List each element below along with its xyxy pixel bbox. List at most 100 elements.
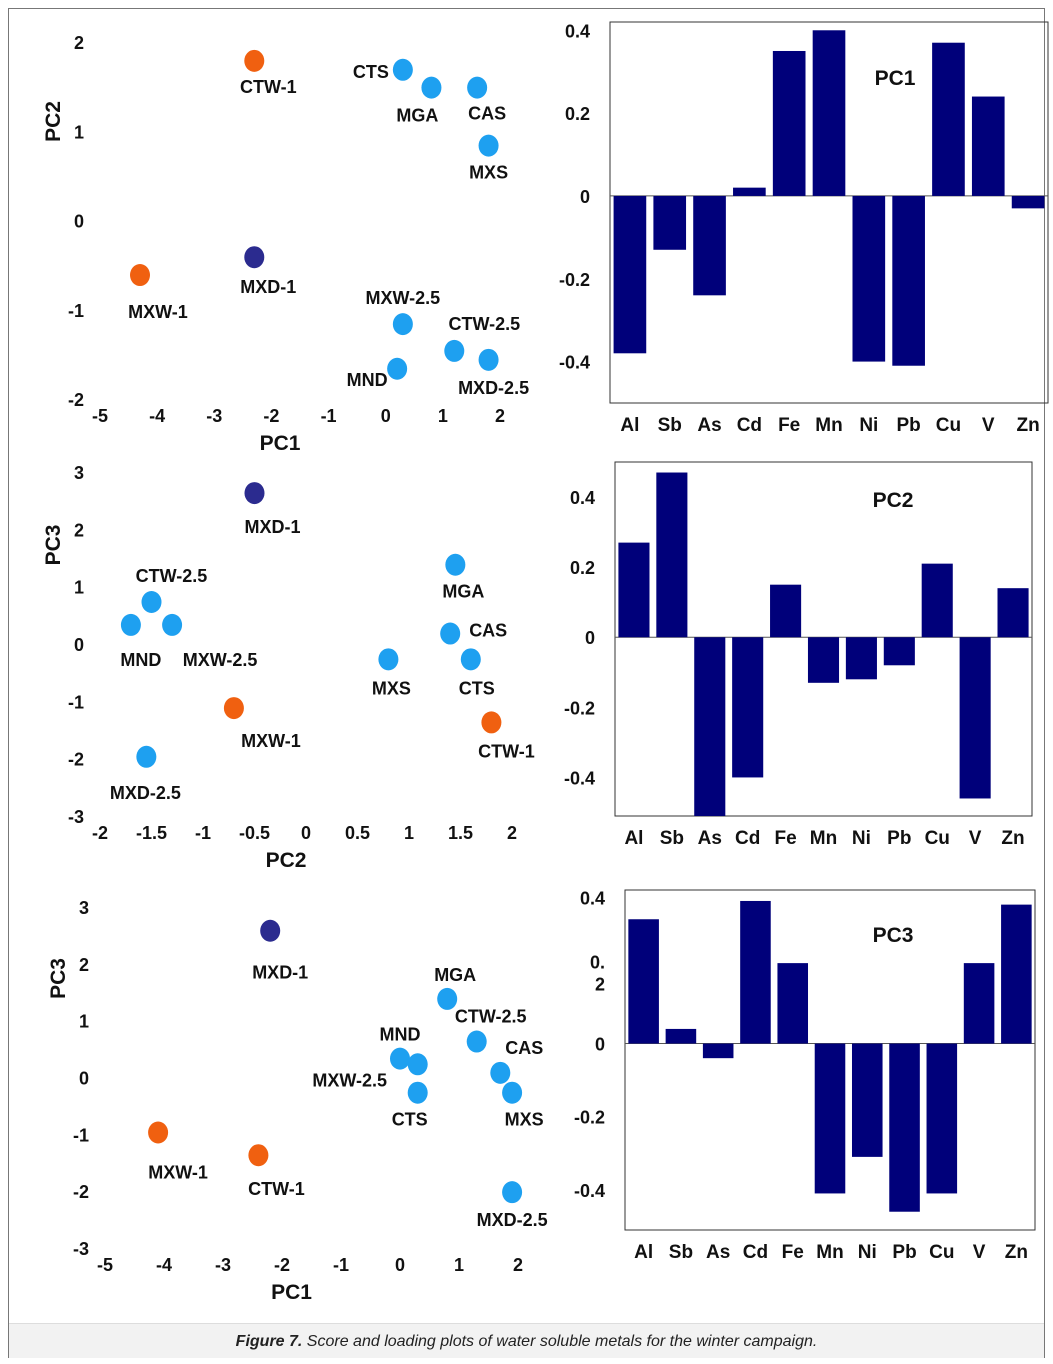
score-point bbox=[478, 348, 499, 371]
score-point bbox=[460, 648, 481, 671]
y-tick-label: 2 bbox=[74, 33, 84, 53]
loading-bar bbox=[628, 919, 659, 1044]
plot-title: PC3 bbox=[873, 924, 914, 947]
loading-bar bbox=[694, 637, 726, 816]
x-tick-label: 2 bbox=[495, 406, 505, 426]
x-tick-label: Sb bbox=[660, 828, 684, 849]
point-label: CTS bbox=[459, 678, 495, 698]
y-tick-label: -3 bbox=[73, 1239, 89, 1259]
y-tick-label: 0.2 bbox=[565, 104, 590, 124]
x-tick-label: Pb bbox=[887, 828, 911, 849]
point-label: MND bbox=[347, 370, 388, 390]
score-plot-2: -2 -1.5 -1 -0.5 0 0.5 1 1.5 2 -3 -2 -1 0 1 2 3 PC2 PC3 MXD… bbox=[42, 463, 535, 872]
score-point bbox=[387, 357, 408, 380]
point-label: MXD-1 bbox=[244, 517, 300, 537]
score-point bbox=[141, 591, 162, 613]
score-point bbox=[466, 1030, 487, 1053]
loading-bar bbox=[889, 1043, 920, 1212]
loading-bar bbox=[665, 1028, 697, 1044]
x-tick-label: Ni bbox=[852, 828, 871, 849]
y-tick-label: 0 bbox=[585, 628, 595, 648]
score-point bbox=[440, 622, 461, 645]
y-tick-label: -1 bbox=[68, 301, 84, 321]
x-tick-label: Pb bbox=[896, 415, 920, 436]
plot-frame bbox=[609, 21, 1049, 404]
x-axis-label: PC1 bbox=[260, 432, 301, 455]
point-label: CTW-2.5 bbox=[455, 1007, 527, 1027]
x-tick-label: As bbox=[698, 828, 722, 849]
y-tick-label: -0.2 bbox=[564, 698, 595, 718]
loading-bar bbox=[1001, 904, 1032, 1044]
point-label: MXW-2.5 bbox=[312, 1070, 387, 1090]
loading-bar bbox=[653, 195, 687, 250]
y-tick-label: 3 bbox=[79, 898, 89, 918]
x-tick-label: -0.5 bbox=[239, 823, 270, 843]
x-tick-label: Zn bbox=[1001, 828, 1024, 849]
score-point bbox=[445, 553, 466, 576]
loading-bar bbox=[997, 588, 1029, 638]
y-tick-label: -0.2 bbox=[559, 270, 590, 290]
point-label: MGA bbox=[396, 106, 438, 126]
y-tick-label: 1 bbox=[79, 1012, 89, 1032]
x-tick-label: V bbox=[969, 828, 982, 849]
x-tick-label: Al bbox=[634, 1242, 653, 1263]
y-tick-label: -0.4 bbox=[559, 353, 590, 373]
x-tick-label: Cu bbox=[936, 415, 961, 436]
x-axis-label: PC1 bbox=[271, 1281, 312, 1304]
x-tick-label: -3 bbox=[206, 406, 222, 426]
x-tick-label: V bbox=[973, 1242, 986, 1263]
x-tick-label: Al bbox=[620, 415, 639, 436]
x-tick-label: Mn bbox=[810, 828, 837, 849]
y-tick-label: -1 bbox=[68, 692, 84, 712]
x-tick-label: Ni bbox=[859, 415, 878, 436]
y-tick-label: -1 bbox=[73, 1125, 89, 1145]
point-label: MXD-1 bbox=[240, 277, 296, 297]
plot-frame bbox=[624, 889, 1036, 1231]
loading-bar bbox=[777, 963, 809, 1044]
x-tick-label: Cd bbox=[735, 828, 760, 849]
score-point bbox=[392, 58, 413, 81]
x-tick-label: -2 bbox=[92, 823, 108, 843]
x-tick-label: As bbox=[697, 415, 721, 436]
loading-bar bbox=[959, 637, 991, 799]
point-label: CAS bbox=[505, 1038, 543, 1058]
point-label: MND bbox=[120, 650, 161, 670]
score-point bbox=[244, 246, 265, 269]
y-axis-label: PC3 bbox=[42, 525, 65, 566]
x-tick-label: Zn bbox=[1005, 1242, 1028, 1263]
point-label: MXS bbox=[505, 1110, 544, 1130]
score-point bbox=[421, 76, 442, 99]
loading-bar bbox=[733, 187, 766, 196]
x-tick-label: Cu bbox=[929, 1242, 954, 1263]
loading-plot-3: 0.4 0.2 0 -0.2 -0.4 Al Sb As Cd Fe Mn Ni Pb Cu V Zn PC3 bbox=[574, 888, 1036, 1263]
y-tick-label: 0.2 bbox=[570, 558, 595, 578]
loading-bar bbox=[770, 584, 802, 638]
x-tick-label: 0 bbox=[301, 823, 311, 843]
score-point bbox=[392, 313, 413, 336]
score-point bbox=[130, 264, 150, 287]
score-point bbox=[390, 1047, 410, 1070]
x-tick-label: 0 bbox=[381, 406, 391, 426]
x-tick-label: 1 bbox=[438, 406, 448, 426]
caption-label: Figure 7. bbox=[235, 1333, 303, 1350]
y-tick-label: 0 bbox=[580, 187, 590, 207]
point-label: CTW-2.5 bbox=[448, 314, 520, 334]
x-tick-label: Cd bbox=[743, 1242, 768, 1263]
y-tick-label: 0 bbox=[74, 212, 84, 232]
point-label: MXW-2.5 bbox=[183, 650, 258, 670]
y-tick-label: 1 bbox=[74, 578, 84, 598]
loading-bar bbox=[618, 542, 650, 638]
point-label: MXD-2.5 bbox=[110, 783, 181, 803]
loading-bar bbox=[845, 637, 877, 680]
y-tick-label: -0.4 bbox=[564, 768, 595, 788]
score-point bbox=[223, 697, 244, 720]
x-tick-label: 1.5 bbox=[448, 823, 473, 843]
score-point bbox=[444, 339, 465, 362]
loading-bar bbox=[1011, 195, 1045, 209]
x-tick-label: V bbox=[982, 415, 995, 436]
caption-bar: Figure 7. Score and loading plots of wat… bbox=[9, 1323, 1044, 1358]
y-axis-label: PC3 bbox=[47, 958, 70, 999]
y-tick-label: 2 bbox=[79, 955, 89, 975]
x-tick-label: Sb bbox=[669, 1242, 693, 1263]
